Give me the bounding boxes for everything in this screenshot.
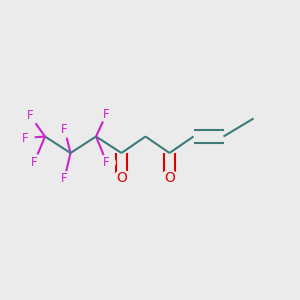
Text: F: F — [31, 155, 38, 169]
Text: F: F — [103, 155, 110, 169]
Text: F: F — [27, 109, 33, 122]
Text: F: F — [22, 131, 29, 145]
Text: F: F — [103, 107, 110, 121]
Text: F: F — [61, 172, 68, 185]
Text: O: O — [116, 172, 127, 185]
Text: O: O — [164, 172, 175, 185]
Text: F: F — [61, 122, 68, 136]
